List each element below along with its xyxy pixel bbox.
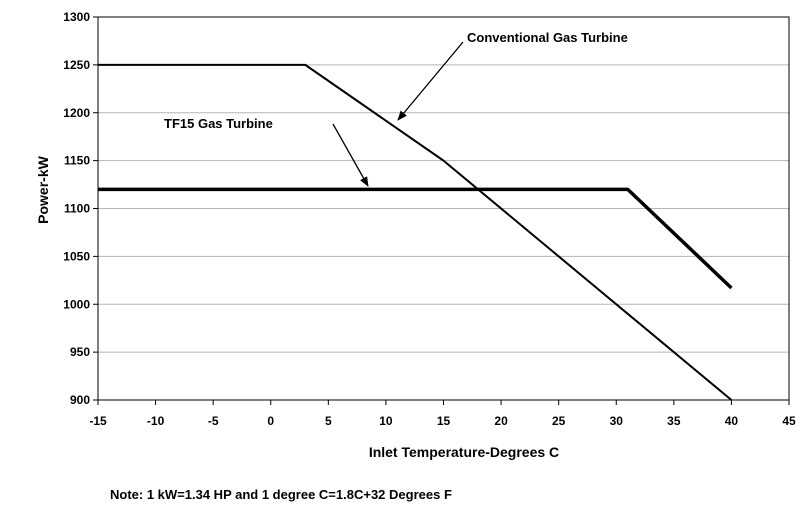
- y-tick-label: 1100: [64, 202, 90, 216]
- x-axis-title: Inlet Temperature-Degrees C: [369, 444, 559, 460]
- x-tick-label: 10: [379, 414, 393, 428]
- y-axis-ticks: 900 950 1000 1050 1100 1150 1200 1250 1300: [63, 10, 98, 407]
- y-tick-label: 1300: [63, 10, 90, 24]
- x-tick-label: -5: [208, 414, 219, 428]
- y-tick-label: 1000: [63, 297, 90, 311]
- y-tick-label: 1050: [63, 249, 90, 263]
- x-tick-label: 45: [782, 414, 796, 428]
- x-tick-label: 25: [552, 414, 566, 428]
- chart: -15 -10 -5 0 5 10 15 20 25 30 35 40 45 900 950 1000 105…: [35, 10, 796, 460]
- x-tick-label: 30: [610, 414, 624, 428]
- x-tick-label: 5: [325, 414, 332, 428]
- y-tick-label: 1200: [63, 106, 90, 120]
- x-axis-ticks: -15 -10 -5 0 5 10 15 20 25 30 35 40 45: [89, 400, 796, 428]
- x-tick-label: 15: [437, 414, 451, 428]
- x-tick-label: 0: [267, 414, 274, 428]
- annotation-arrow-tf15: [332, 123, 369, 187]
- annotation-arrow-conventional: [397, 41, 464, 121]
- y-tick-label: 900: [70, 393, 90, 407]
- x-tick-label: 40: [725, 414, 739, 428]
- x-tick-label: 35: [667, 414, 681, 428]
- series-lines: [98, 63, 733, 401]
- x-tick-label: -10: [147, 414, 165, 428]
- y-tick-label: 1150: [64, 154, 90, 168]
- series-label-conventional: Conventional Gas Turbine: [467, 30, 628, 45]
- y-tick-label: 950: [70, 345, 90, 359]
- y-axis-title: Power-kW: [35, 155, 51, 223]
- conversion-note: Note: 1 kW=1.34 HP and 1 degree C=1.8C+3…: [110, 487, 452, 502]
- y-tick-label: 1250: [63, 58, 90, 72]
- x-tick-label: 20: [494, 414, 508, 428]
- series-line-tf15: [98, 187, 733, 290]
- series-label-tf15: TF15 Gas Turbine: [164, 116, 273, 131]
- x-tick-label: -15: [89, 414, 107, 428]
- series-line-conventional: [98, 63, 733, 401]
- grid: [98, 64, 789, 353]
